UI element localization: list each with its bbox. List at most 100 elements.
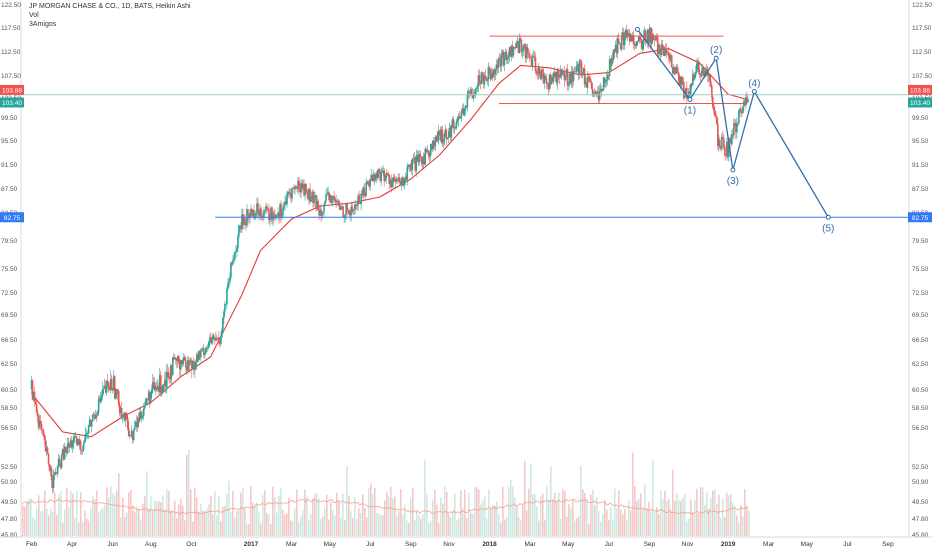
volume-bar xyxy=(648,501,650,536)
wave-point[interactable] xyxy=(825,214,831,220)
candle-body xyxy=(610,57,613,66)
candle-body xyxy=(336,200,338,203)
left-price-tick: 99.50 xyxy=(1,115,18,122)
volume-bar xyxy=(482,500,484,536)
candle-body xyxy=(662,47,665,56)
candle-body xyxy=(735,124,737,133)
candle-body xyxy=(47,454,50,464)
candle-body xyxy=(181,360,183,364)
candle-body xyxy=(168,372,170,378)
candle-body xyxy=(174,357,176,360)
wave-point[interactable] xyxy=(751,89,757,94)
candle-body xyxy=(263,211,265,218)
left-price-tick: 45.80 xyxy=(1,532,18,539)
candle-body xyxy=(482,74,485,85)
candle-body xyxy=(297,180,299,189)
candle-body xyxy=(203,348,205,355)
candle-body xyxy=(255,212,257,216)
candle-body xyxy=(373,174,375,181)
candle-body xyxy=(189,361,191,366)
candle-body xyxy=(256,203,258,213)
candle-body xyxy=(640,39,643,50)
candle-body xyxy=(705,68,707,74)
volume-bar xyxy=(318,498,320,536)
candle-body xyxy=(628,33,631,42)
candle-body xyxy=(448,127,451,137)
candle-body xyxy=(235,251,237,253)
candle-body xyxy=(688,91,691,95)
wave-point[interactable] xyxy=(634,26,640,32)
candle-body xyxy=(354,205,356,210)
candle-body xyxy=(96,411,99,415)
volume-bar xyxy=(338,501,340,536)
candle-body xyxy=(355,205,357,206)
right-price-tick: 72.50 xyxy=(912,290,929,297)
candle-body xyxy=(30,380,33,389)
wave-point[interactable] xyxy=(730,167,736,173)
candle-body xyxy=(369,179,371,187)
time-tick: Nov xyxy=(443,541,455,548)
volume-bar xyxy=(182,505,184,536)
candle-body xyxy=(289,193,291,195)
volume-bar xyxy=(154,500,156,536)
candle-body xyxy=(64,446,67,453)
candle-body xyxy=(118,404,121,413)
time-tick: Mar xyxy=(763,541,775,548)
volume-bar xyxy=(594,505,596,536)
volume-bar xyxy=(488,489,490,536)
candle-body xyxy=(668,56,671,61)
candle-body xyxy=(247,209,249,215)
candle-body xyxy=(303,184,305,196)
candle-body xyxy=(186,367,188,371)
candle-body xyxy=(305,183,307,191)
volume-bar xyxy=(240,492,242,536)
candle-body xyxy=(699,72,701,75)
volume-bar xyxy=(348,495,350,536)
volume-bar xyxy=(378,513,380,536)
candle-body xyxy=(507,56,510,59)
candle-body xyxy=(318,210,320,216)
candle-body xyxy=(59,461,62,468)
candle-body xyxy=(710,80,712,86)
volume-bar xyxy=(520,519,522,536)
volume-bar xyxy=(294,508,296,536)
candle-body xyxy=(678,81,681,85)
time-tick: May xyxy=(562,541,575,548)
candle-body xyxy=(538,66,541,76)
candle-body xyxy=(501,51,504,56)
candle-body xyxy=(315,195,317,209)
volume-bar xyxy=(38,495,40,536)
candle-body xyxy=(479,82,482,84)
candle-body xyxy=(208,341,210,348)
candle-body xyxy=(45,447,48,452)
wave-point[interactable] xyxy=(687,97,693,102)
volume-bar xyxy=(428,523,430,536)
candle-body xyxy=(436,136,439,141)
volume-bar xyxy=(682,497,684,536)
candle-body xyxy=(526,47,529,54)
candle-body xyxy=(31,380,34,400)
candle-body xyxy=(267,207,269,210)
candle-body xyxy=(381,170,384,172)
volume-bar xyxy=(236,510,238,536)
candle-body xyxy=(109,379,112,391)
candle-body xyxy=(650,34,653,45)
wave-point[interactable] xyxy=(713,55,719,61)
volume-bar xyxy=(604,500,606,536)
candle-body xyxy=(340,207,342,210)
candle-body xyxy=(89,419,92,427)
candle-body xyxy=(719,140,721,148)
candle-body xyxy=(259,208,261,216)
candle-body xyxy=(323,204,325,212)
candle-body xyxy=(207,347,209,349)
volume-bar xyxy=(714,489,716,536)
candle-body xyxy=(676,67,679,73)
volume-bar xyxy=(166,488,168,536)
candle-body xyxy=(643,30,646,36)
left-price-tick: 117.50 xyxy=(1,25,21,32)
candle-body xyxy=(100,395,103,398)
candle-body xyxy=(674,70,677,74)
volume-bar xyxy=(406,520,408,536)
candle-body xyxy=(535,71,538,74)
